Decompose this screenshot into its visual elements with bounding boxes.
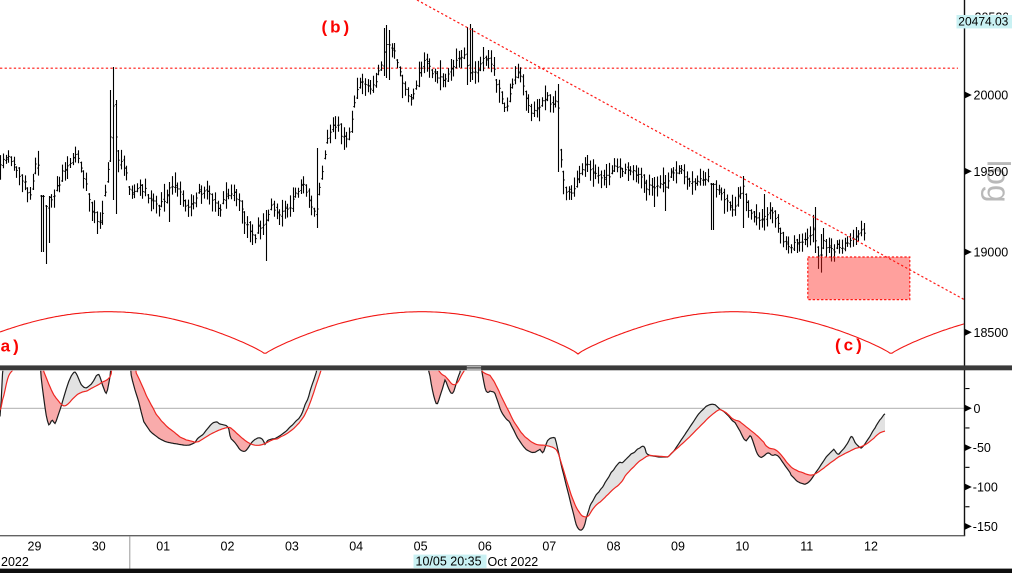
svg-text:12: 12 <box>864 540 878 554</box>
svg-text:20474.03: 20474.03 <box>958 15 1008 29</box>
svg-text:10/05 20:35: 10/05 20:35 <box>416 555 482 569</box>
svg-text:-150: -150 <box>973 520 998 534</box>
svg-text:-100: -100 <box>973 481 998 495</box>
svg-text:04: 04 <box>349 540 363 554</box>
svg-text:06: 06 <box>478 540 492 554</box>
svg-text:11: 11 <box>800 540 813 554</box>
svg-text:log: log <box>981 160 1012 203</box>
svg-text:02: 02 <box>221 540 235 554</box>
svg-text:10: 10 <box>735 540 749 554</box>
svg-text:-50: -50 <box>973 441 991 455</box>
svg-text:20520.6: 20520.6 <box>975 11 1012 25</box>
svg-text:0: 0 <box>974 402 981 416</box>
svg-text:03: 03 <box>285 540 299 554</box>
svg-text:2022: 2022 <box>1 555 29 569</box>
svg-text:19000: 19000 <box>974 246 1009 260</box>
svg-text:Oct 2022: Oct 2022 <box>488 555 539 569</box>
svg-text:19500: 19500 <box>974 165 1009 179</box>
svg-text:01: 01 <box>156 540 170 554</box>
svg-text:09: 09 <box>671 540 685 554</box>
svg-text:(c): (c) <box>835 336 865 355</box>
svg-text:(a): (a) <box>0 337 22 356</box>
svg-text:18500: 18500 <box>974 326 1009 340</box>
svg-text:08: 08 <box>607 540 621 554</box>
svg-text:29: 29 <box>28 540 42 554</box>
svg-text:05: 05 <box>414 540 428 554</box>
svg-text:20000: 20000 <box>974 89 1009 103</box>
svg-text:(b): (b) <box>322 17 353 36</box>
svg-text:07: 07 <box>542 540 556 554</box>
svg-text:30: 30 <box>92 540 106 554</box>
